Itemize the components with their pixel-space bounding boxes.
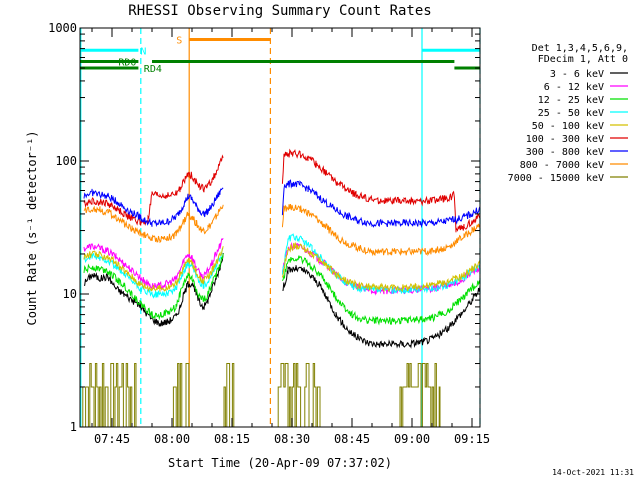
- generation-timestamp: 14-Oct-2021 11:31: [552, 468, 634, 477]
- flag-label-rd4: RD4: [144, 64, 162, 75]
- axes: 1 10 100 1000 07:45 08:00 08:15 08:30 08:45 09:00…: [48, 21, 490, 446]
- series-7000-15000-kev-block-1: [172, 363, 190, 428]
- x-tick-label: 08:30: [274, 432, 310, 446]
- plot-background: [80, 28, 480, 427]
- series-300-800kev: [83, 179, 481, 229]
- flag-label-s: S: [176, 35, 182, 46]
- flag-label-rd0: RD0: [118, 57, 136, 68]
- series-7000-15000-kev-block-2: [223, 363, 235, 428]
- legend-label-1: 6 - 12 keV: [544, 82, 604, 93]
- y-tick-label: 10: [63, 287, 77, 301]
- series-12-25kev: [83, 253, 481, 326]
- chart-title: RHESSI Observing Summary Count Rates: [128, 3, 431, 19]
- flag-bars: N S RD0 RD4: [80, 35, 480, 75]
- y-tick-label: 1: [70, 420, 77, 434]
- legend-label-7: 800 - 7000 keV: [520, 160, 604, 171]
- series-100-300kev: [83, 148, 481, 233]
- legend-label-8: 7000 - 15000 keV: [508, 173, 604, 184]
- series-50-100kev: [83, 241, 481, 293]
- x-tick-label: 08:45: [334, 432, 370, 446]
- plot-area: [80, 28, 480, 427]
- legend-header-1: FDecim 1, Att 0: [538, 54, 628, 65]
- legend-label-0: 3 - 6 keV: [550, 69, 604, 80]
- plot-border: [79, 27, 481, 428]
- legend-header-0: Det 1,3,4,5,6,9,: [532, 43, 628, 54]
- x-tick-label: 09:00: [394, 432, 430, 446]
- flag-label-n: N: [140, 46, 146, 57]
- x-axis-label: Start Time (20-Apr-09 07:37:02): [168, 456, 392, 470]
- x-tick-label: 07:45: [94, 432, 130, 446]
- series-7000-15000-kev-block-3: [274, 363, 321, 428]
- legend-label-2: 12 - 25 keV: [538, 95, 604, 106]
- legend-label-5: 100 - 300 keV: [526, 134, 604, 145]
- series-3-6kev: [83, 253, 481, 349]
- legend-label-6: 300 - 800 keV: [526, 147, 604, 158]
- y-axis-label: Count Rate (s⁻¹ detector⁻¹): [25, 130, 39, 325]
- series-800-7000kev: [83, 204, 481, 257]
- legend: Det 1,3,4,5,6,9,FDecim 1, Att 0 3 - 6 keV…: [508, 43, 628, 184]
- series-group: [83, 148, 481, 349]
- x-tick-label: 08:15: [214, 432, 250, 446]
- x-tick-label: 09:15: [454, 432, 490, 446]
- legend-label-3: 25 - 50 keV: [538, 108, 604, 119]
- x-tick-label: 08:00: [154, 432, 190, 446]
- y-tick-label: 100: [55, 154, 77, 168]
- y-tick-label: 1000: [48, 21, 77, 35]
- legend-label-4: 50 - 100 keV: [532, 121, 604, 132]
